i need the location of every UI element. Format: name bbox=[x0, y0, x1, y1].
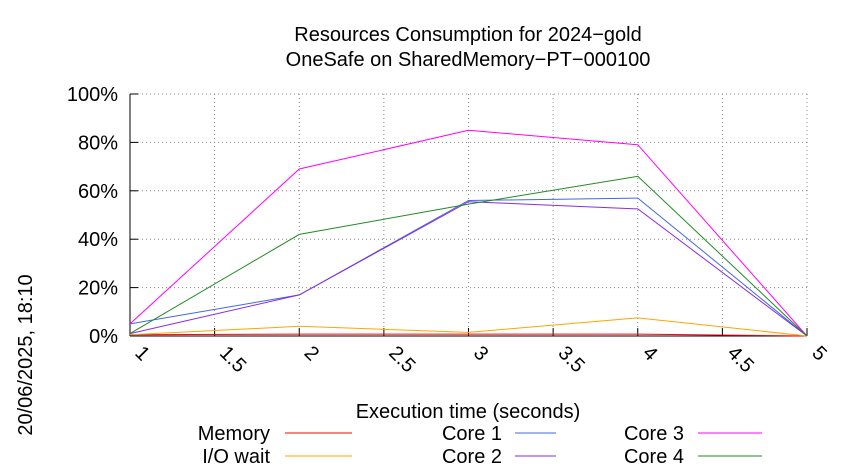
x-tick-label: 2 bbox=[300, 342, 323, 365]
series-lines bbox=[129, 129, 808, 337]
grid bbox=[130, 93, 808, 336]
x-axis-label: Execution time (seconds) bbox=[356, 401, 581, 423]
y-tick-label: 20% bbox=[78, 278, 118, 300]
series-line-i-o-wait bbox=[129, 317, 808, 337]
chart-title: Resources Consumption for 2024−gold bbox=[294, 24, 641, 46]
series-line-core-1 bbox=[129, 197, 808, 337]
y-tick-label: 40% bbox=[78, 229, 118, 251]
y-tick-label: 80% bbox=[78, 132, 118, 154]
legend-label: Core 4 bbox=[624, 446, 684, 468]
x-tick-label: 2.5 bbox=[384, 342, 419, 377]
series-line-core-4 bbox=[129, 175, 808, 337]
timestamp-label: 20/06/2025, 18:10 bbox=[15, 274, 37, 435]
y-tick-label: 60% bbox=[78, 181, 118, 203]
x-tick-label: 3 bbox=[469, 342, 492, 365]
legend-label: Core 1 bbox=[442, 423, 502, 445]
y-tick-label: 100% bbox=[67, 84, 118, 106]
series-line-core-3 bbox=[129, 129, 808, 337]
x-tick-label: 5 bbox=[807, 342, 830, 365]
series-line-memory bbox=[129, 333, 808, 337]
legend-label: Core 3 bbox=[624, 423, 684, 445]
tick-labels: 0% 20% 40% 60% 80% 100% 1 1.5 2 2.5 3 3.5 4 4.5 5 bbox=[67, 84, 831, 377]
chart-subtitle: OneSafe on SharedMemory−PT−000100 bbox=[286, 49, 651, 71]
legend-label: Core 2 bbox=[442, 446, 502, 468]
legend-label: Memory bbox=[198, 423, 270, 445]
axes bbox=[129, 93, 808, 337]
x-tick-label: 1.5 bbox=[215, 342, 250, 377]
x-tick-label: 3.5 bbox=[554, 342, 589, 377]
y-tick-label: 0% bbox=[89, 326, 118, 348]
legend-label: I/O wait bbox=[202, 446, 270, 468]
x-tick-label: 4 bbox=[638, 342, 661, 365]
series-line-core-2 bbox=[129, 201, 808, 337]
x-tick-label: 4.5 bbox=[723, 342, 758, 377]
x-tick-label: 1 bbox=[130, 342, 153, 365]
